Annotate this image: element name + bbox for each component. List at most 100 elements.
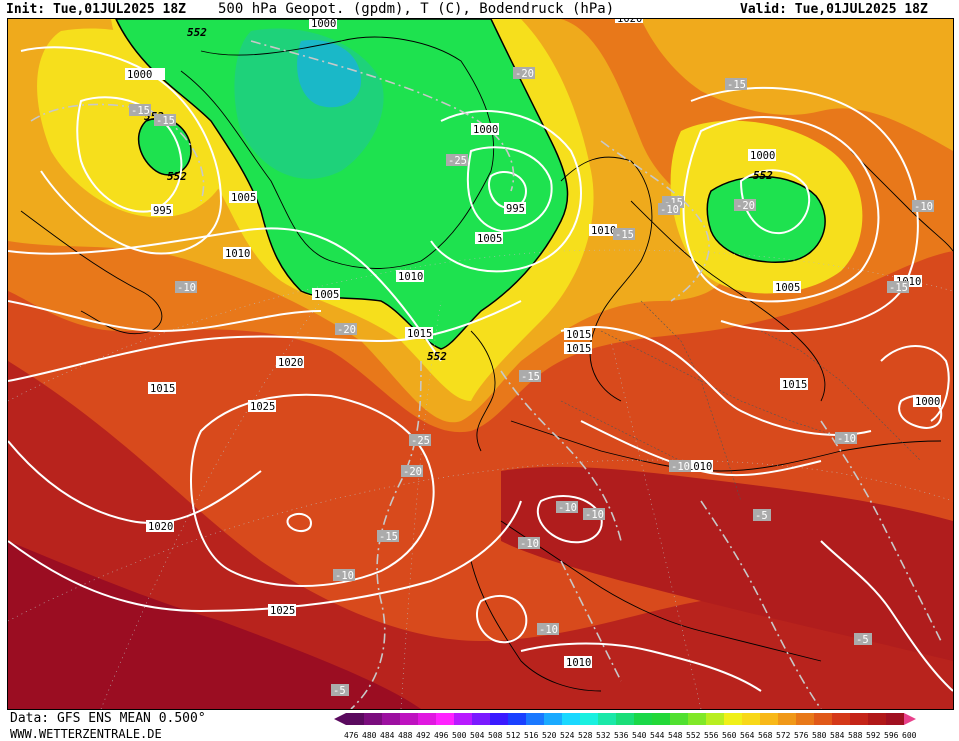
scale-swatch: [616, 713, 634, 725]
pressure-label: 1000: [473, 124, 498, 136]
scale-tick-label: 496: [434, 731, 449, 740]
temp-label: -10: [671, 461, 690, 473]
scale-tick-label: 536: [614, 731, 629, 740]
pressure-label: 1010: [225, 248, 250, 260]
temp-label: -25: [411, 435, 430, 447]
field-darkest: [8, 541, 421, 709]
scale-tick-label: 556: [704, 731, 719, 740]
isobars: [8, 46, 953, 692]
pressure-label: 1000: [750, 150, 775, 162]
pressure-label: 1000: [311, 19, 336, 30]
scale-swatch: [346, 713, 364, 725]
pressure-label: 1015: [150, 383, 175, 395]
map-title: 500 hPa Geopot. (gpdm), T (C), Bodendruc…: [218, 1, 615, 17]
scale-swatch: [850, 713, 868, 725]
scale-swatch: [796, 713, 814, 725]
scale-tick-label: 544: [650, 731, 665, 740]
scale-tick-label: 552: [686, 731, 701, 740]
scale-swatch: [868, 713, 886, 725]
scale-swatch: [544, 713, 562, 725]
pressure-label: 1025: [250, 401, 275, 413]
scale-tick-label: 592: [866, 731, 881, 740]
scale-tick-label: 600: [902, 731, 917, 740]
scale-swatch: [472, 713, 490, 725]
pressure-label: 1010: [687, 461, 712, 473]
temp-label: -15: [131, 105, 150, 117]
temp-label: -20: [337, 324, 356, 336]
scale-tick-label: 564: [740, 731, 755, 740]
scale-tick-label: 588: [848, 731, 863, 740]
scale-swatch: [382, 713, 400, 725]
scale-tick-label: 572: [776, 731, 791, 740]
temp-label: -5: [333, 685, 346, 697]
init-time: Init: Tue,01JUL2025 18Z: [6, 2, 187, 17]
scale-swatch: [490, 713, 508, 725]
scale-tick-label: 520: [542, 731, 557, 740]
temperature-labels: -20 -15 -15 -15 -25 -15 -20 -20 -15 -15 …: [129, 67, 934, 697]
scale-arrow-left: [334, 713, 346, 725]
graticule: [8, 249, 953, 709]
scale-tick-label: 548: [668, 731, 683, 740]
scale-swatch: [706, 713, 724, 725]
pressure-label: 1020: [148, 521, 173, 533]
scale-swatch: [742, 713, 760, 725]
scale-swatch: [832, 713, 850, 725]
pressure-label: 1015: [407, 328, 432, 340]
scale-tick-label: 516: [524, 731, 539, 740]
scale-swatch: [670, 713, 688, 725]
geopot-label: 552: [167, 170, 187, 183]
scale-tick-label: 560: [722, 731, 737, 740]
pressure-label: 1005: [314, 289, 339, 301]
scale-tick-label: 484: [380, 731, 395, 740]
scale-swatch: [436, 713, 454, 725]
temp-label: -15: [379, 531, 398, 543]
borders: [560, 300, 922, 502]
scale-tick-label: 540: [632, 731, 647, 740]
temp-label: -5: [856, 634, 869, 646]
scale-swatch: [526, 713, 544, 725]
pressure-label: 1015: [782, 379, 807, 391]
geopot-low-labrador: [137, 117, 192, 176]
weather-map-svg: 552 552 552 552 552 1000 1000 1000 1005 …: [8, 19, 953, 709]
pressure-label: 995: [506, 203, 525, 215]
scale-swatch: [652, 713, 670, 725]
pressure-label: 1020: [278, 357, 303, 369]
geopot-label: 552: [427, 350, 447, 363]
scale-swatch: [814, 713, 832, 725]
pressure-label: 1015: [566, 343, 591, 355]
scale-swatch: [886, 713, 904, 725]
field-med-red: [501, 466, 953, 661]
pressure-label: 1005: [231, 192, 256, 204]
pressure-label: 1000: [915, 396, 940, 408]
coastlines: [20, 36, 953, 692]
scale-swatch: [418, 713, 436, 725]
temp-label: -15: [156, 115, 175, 127]
temp-label: -15: [889, 282, 908, 294]
pressure-label: 995: [153, 205, 172, 217]
scale-swatch: [580, 713, 598, 725]
temp-label: -10: [558, 502, 577, 514]
temp-label: -5: [755, 510, 768, 522]
scale-swatch: [364, 713, 382, 725]
scale-tick-label: 584: [830, 731, 845, 740]
temp-label: -10: [585, 509, 604, 521]
geopot-low-greenland: [115, 19, 569, 350]
temp-label: -10: [914, 201, 933, 213]
temp-label: -10: [660, 204, 679, 216]
temp-label: -15: [615, 229, 634, 241]
temp-label: -20: [736, 200, 755, 212]
field-deep-red: [8, 361, 953, 709]
temp-label: -20: [403, 466, 422, 478]
scale-tick-label: 532: [596, 731, 611, 740]
website-link[interactable]: WWW.WETTERZENTRALE.DE: [10, 727, 162, 741]
scale-tick-label: 508: [488, 731, 503, 740]
color-scale: 476 480 484 488 492 496 500 504 508 512 516 520 524 5…: [334, 713, 917, 740]
scale-swatch: [598, 713, 616, 725]
scale-tick-label: 492: [416, 731, 431, 740]
weather-map: 552 552 552 552 552 1000 1000 1000 1005 …: [7, 18, 954, 710]
temp-label: -10: [539, 624, 558, 636]
map-header: Init: Tue,01JUL2025 18Z 500 hPa Geopot. …: [0, 0, 959, 22]
pressure-label: 1025: [270, 605, 295, 617]
pressure-label: 1005: [477, 233, 502, 245]
pressure-label: 1010: [566, 657, 591, 669]
